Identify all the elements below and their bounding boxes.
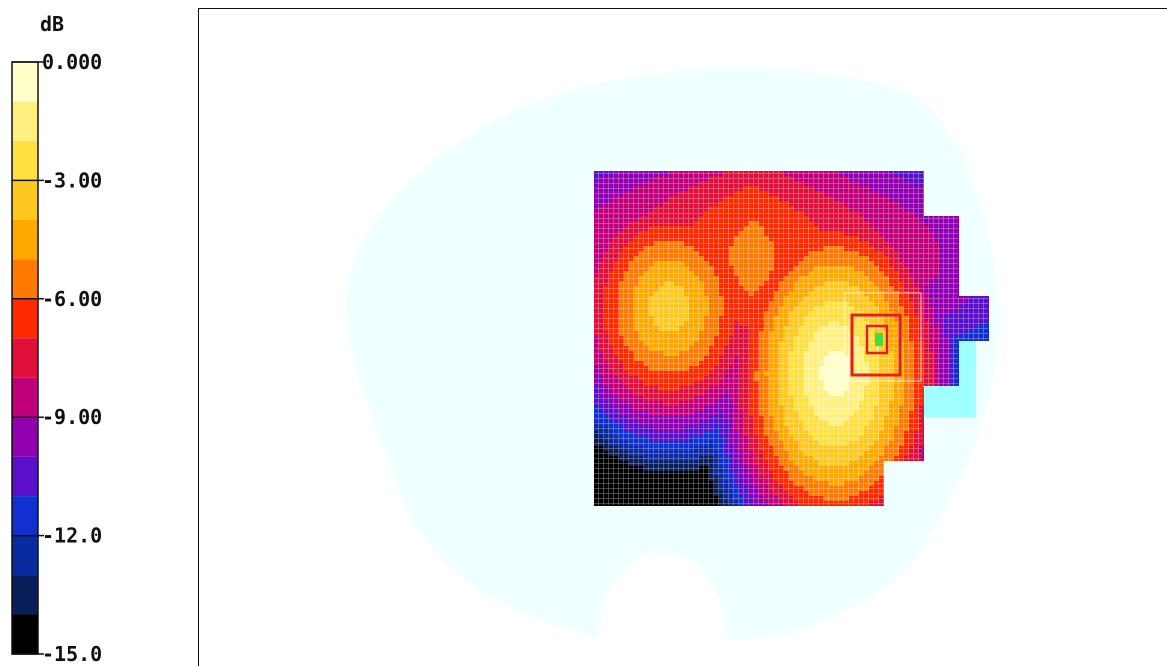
- colorbar-tick-label-2: -6.00: [42, 287, 102, 311]
- colorbar-band-0: [12, 62, 38, 102]
- colorbar-tick-label-3: -9.00: [42, 405, 102, 429]
- colorbar-band-1: [12, 101, 38, 141]
- hotspot-inner-marker: [865, 324, 889, 355]
- peak-box-outline: [844, 292, 922, 382]
- colorbar-band-13: [12, 575, 38, 615]
- colorbar-band-10: [12, 456, 38, 497]
- hotspot-outer-marker: [850, 313, 902, 377]
- colorbar-ticks: 0.000 -3.00 -6.00 -9.00 -12.0 -15.0: [12, 50, 102, 666]
- colorbar-band-7: [12, 338, 38, 378]
- colorbar-band-4: [12, 219, 38, 260]
- sar-heatmap: [345, 68, 1000, 639]
- plot-frame: [198, 8, 1167, 666]
- colorbar-band-3: [12, 180, 38, 220]
- colorbar-band-12: [12, 535, 38, 576]
- colorbar-band-2: [12, 140, 38, 181]
- colorbar-tick-label-4: -12.0: [42, 524, 102, 548]
- colorbar-band-6: [12, 298, 38, 339]
- colorbar-band-11: [12, 496, 38, 536]
- colorbar-band-5: [12, 259, 38, 299]
- colorbar-band-14: [12, 614, 38, 654]
- colorbar-band-9: [12, 417, 38, 457]
- colorbar-tick-label-1: -3.00: [42, 168, 102, 192]
- colorbar-tick-label-0: 0.000: [42, 50, 102, 74]
- colorbar-legend: dB 0.000 -3.00 -6.00 -9.00 -12.0 -15.0: [11, 12, 102, 666]
- scan-grid-overlay: [594, 171, 988, 505]
- colorbar-bands: [12, 62, 38, 654]
- colorbar-band-8: [12, 377, 38, 418]
- probe-point: [875, 333, 883, 346]
- colorbar-unit: dB: [40, 12, 64, 36]
- colorbar-tick-label-5: -15.0: [42, 642, 102, 666]
